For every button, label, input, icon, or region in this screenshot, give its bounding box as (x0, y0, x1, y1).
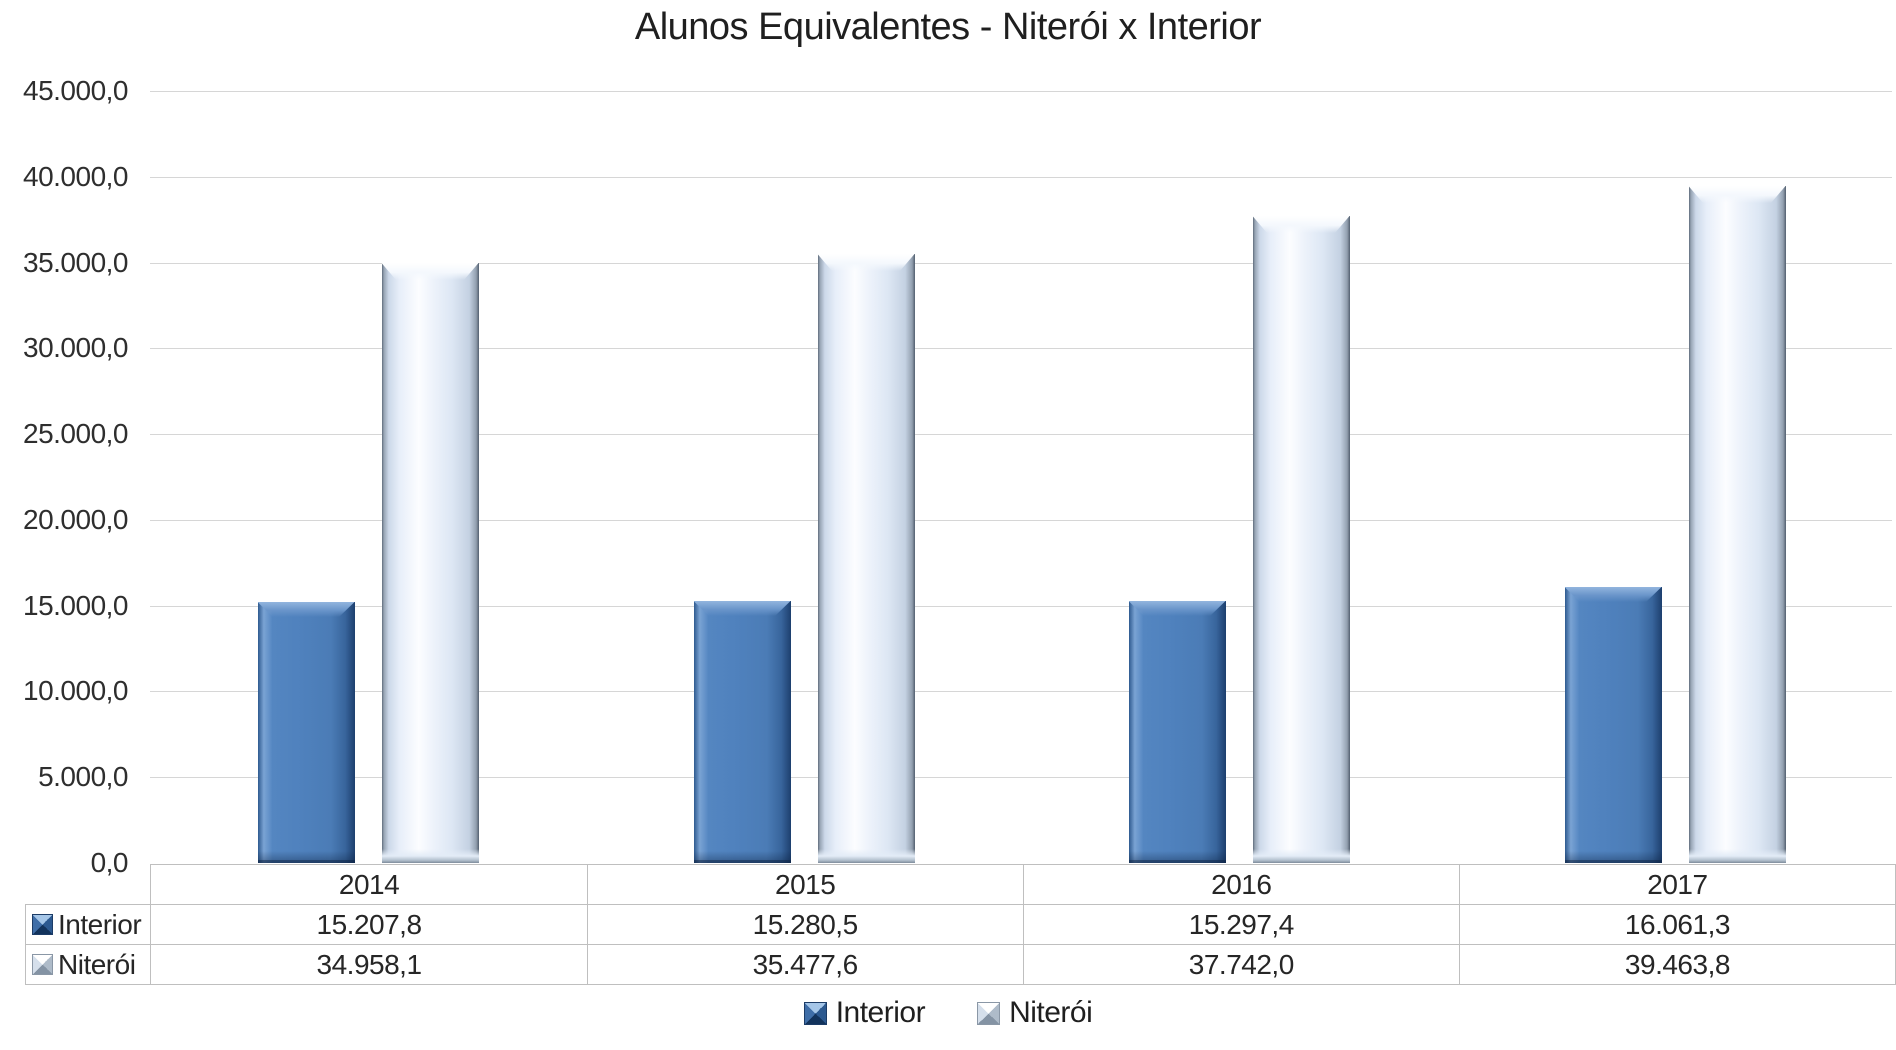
bar-niterói-2016 (1252, 216, 1350, 863)
data-table: 2014 2015 2016 2017 Interior 15.207,8 15.280,5… (24, 864, 1896, 985)
gridline (150, 777, 1892, 778)
gridline (150, 691, 1892, 692)
bar-interior-2016 (1128, 601, 1226, 863)
gridline (150, 177, 1892, 178)
series-name-label: Interior (58, 908, 142, 940)
gridline (150, 606, 1892, 607)
bar-niterói-2014 (381, 263, 479, 863)
table-header-row: 2014 2015 2016 2017 (26, 864, 1896, 905)
interior-series-marker-icon (32, 914, 53, 935)
category-group-2015 (586, 91, 1022, 863)
niteroi-series-marker-icon (32, 954, 53, 975)
gridline (150, 263, 1892, 264)
y-axis-tick-label: 45.000,0 (23, 75, 129, 106)
table-row-interior: Interior 15.207,8 15.280,5 15.297,4 16.061,3 (24, 904, 1896, 945)
y-axis-tick-label: 35.000,0 (23, 247, 129, 278)
table-corner-cell (26, 865, 151, 905)
chart-legend: Interior Niterói (0, 996, 1896, 1030)
gridline (150, 91, 1892, 92)
table-year-header-2016: 2016 (1022, 864, 1460, 905)
bar-interior-2017 (1564, 587, 1662, 863)
table-value-interior-2015: 15.280,5 (586, 904, 1024, 945)
gridline (150, 348, 1892, 349)
table-series-key: Niterói (24, 944, 152, 985)
y-axis-tick-label: 40.000,0 (23, 161, 129, 192)
chart-title: Alunos Equivalentes - Niterói x Interior (634, 6, 1262, 48)
gridline (150, 520, 1892, 521)
y-axis-tick-label: 15.000,0 (23, 590, 129, 621)
y-axis-tick-label: 10.000,0 (23, 675, 129, 706)
y-axis-tick-label: 20.000,0 (23, 504, 129, 535)
table-value-interior-2016: 15.297,4 (1022, 904, 1460, 945)
table-value-interior-2014: 15.207,8 (150, 904, 588, 945)
category-group-2014 (150, 91, 586, 863)
bar-interior-2014 (257, 602, 355, 863)
y-axis-tick-label: 30.000,0 (23, 332, 129, 363)
y-axis-tick-label: 0,0 (90, 847, 129, 878)
legend-item-interior: Interior (803, 996, 926, 1030)
y-axis-tick-label: 5.000,0 (38, 761, 128, 792)
bar-niterói-2017 (1688, 186, 1786, 863)
table-year-header-2014: 2014 (150, 864, 588, 905)
interior-legend-marker-icon (803, 1001, 827, 1025)
table-year-header-2015: 2015 (586, 864, 1024, 905)
table-year-header-2017: 2017 (1458, 864, 1896, 905)
legend-label: Interior (835, 996, 926, 1029)
table-series-key: Interior (24, 904, 152, 945)
table-value-niterói-2015: 35.477,6 (586, 944, 1024, 985)
bar-niterói-2015 (817, 254, 915, 863)
table-value-niterói-2014: 34.958,1 (150, 944, 588, 985)
y-axis-tick-label: 25.000,0 (23, 418, 129, 449)
table-value-niterói-2016: 37.742,0 (1022, 944, 1460, 985)
series-name-label: Niterói (58, 948, 136, 980)
niteroi-legend-marker-icon (977, 1001, 1001, 1025)
legend-label: Niterói (1009, 996, 1093, 1029)
bar-interior-2015 (693, 601, 791, 863)
table-value-niterói-2017: 39.463,8 (1458, 944, 1896, 985)
table-row-niterói: Niterói 34.958,1 35.477,6 37.742,0 39.463,8 (24, 944, 1896, 985)
table-value-interior-2017: 16.061,3 (1458, 904, 1896, 945)
gridline (150, 434, 1892, 435)
legend-item-niterói: Niterói (977, 996, 1093, 1030)
plot-area (150, 91, 1892, 863)
category-group-2017 (1457, 91, 1893, 863)
category-group-2016 (1021, 91, 1457, 863)
